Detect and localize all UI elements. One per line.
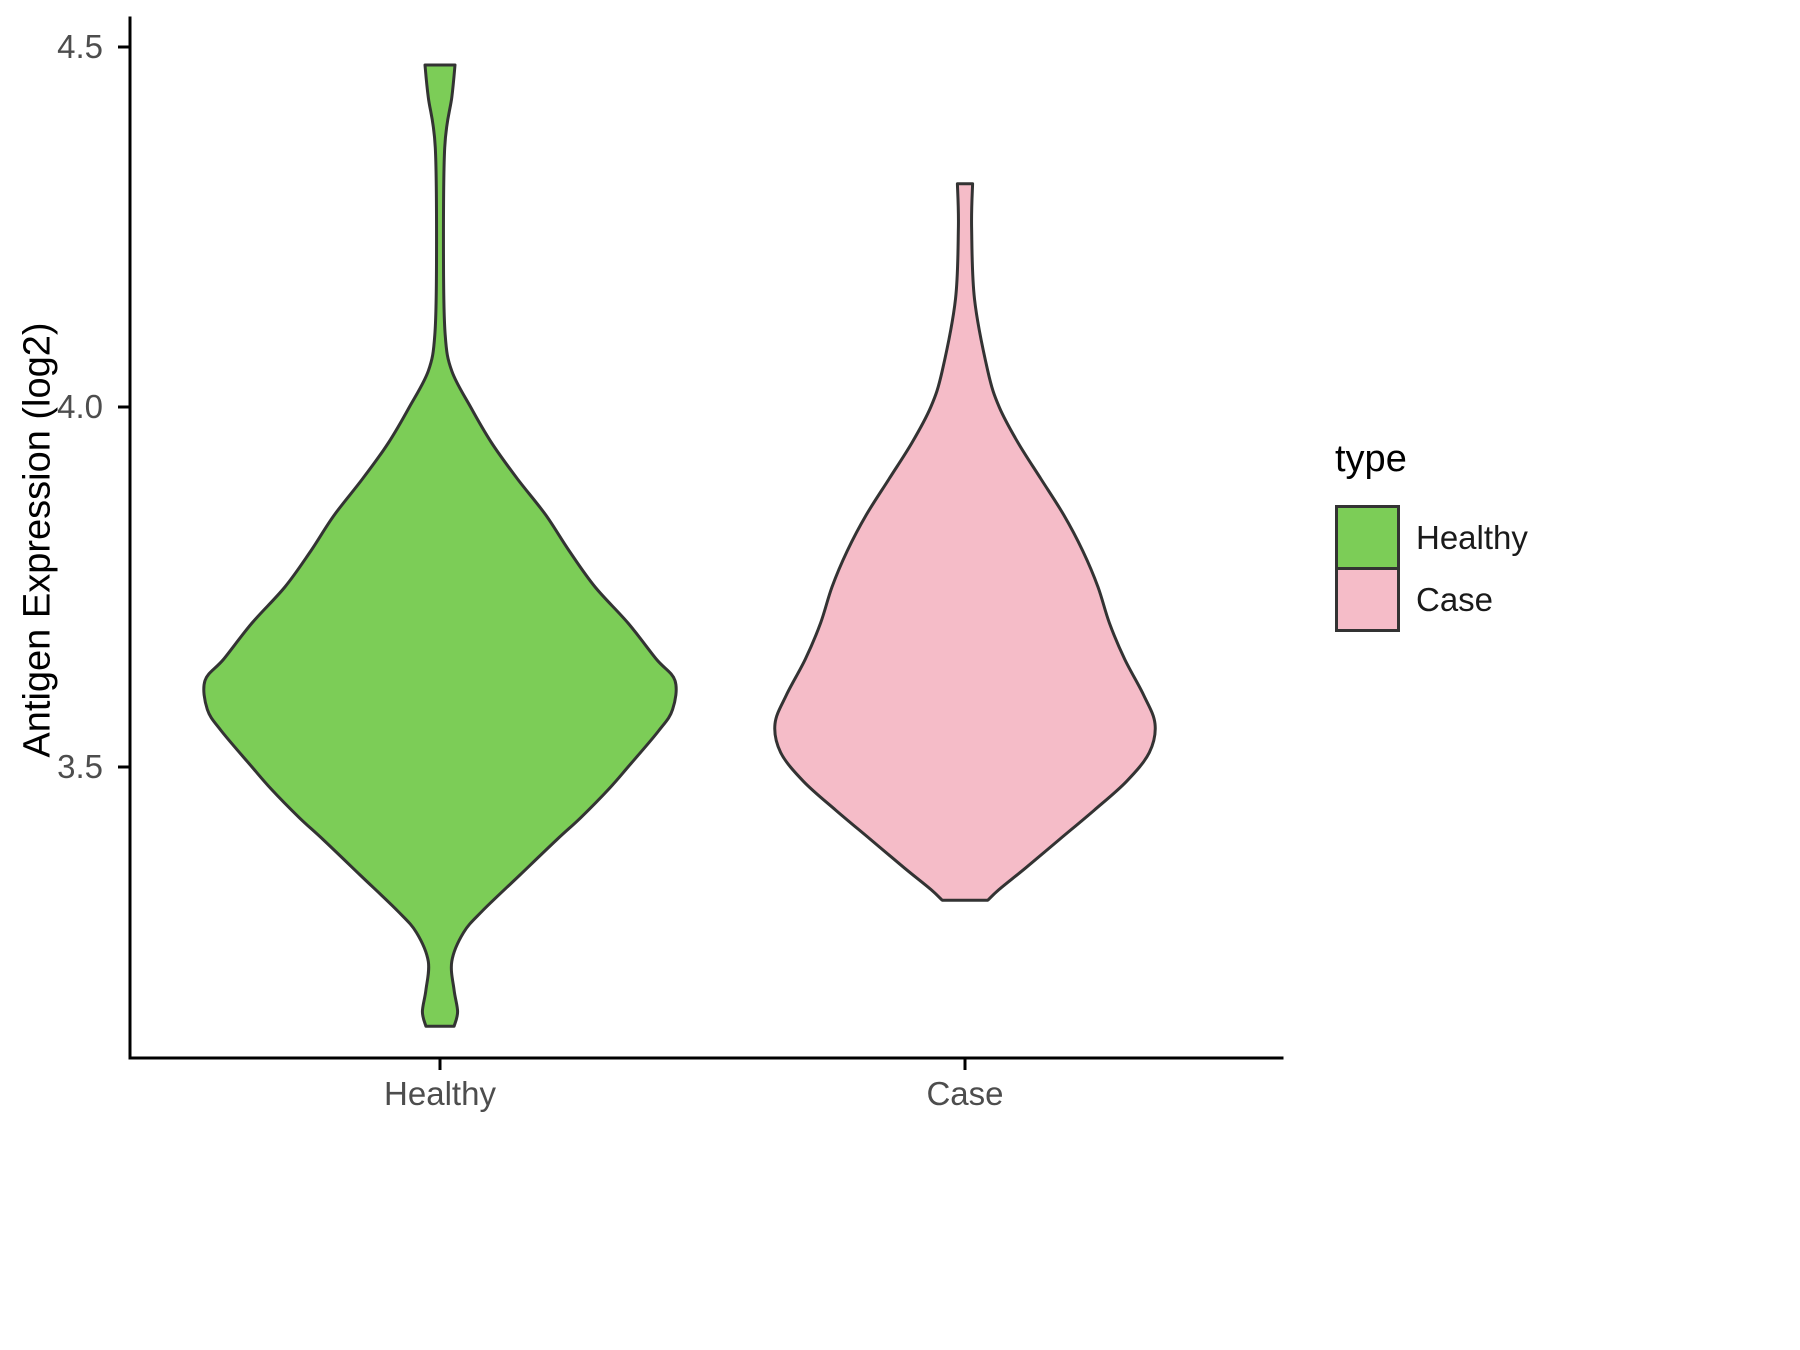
x-tick-label-case: Case <box>926 1075 1004 1112</box>
legend-swatch-case <box>1335 567 1400 632</box>
legend-label-healthy: Healthy <box>1416 518 1528 556</box>
legend: type Healthy Case <box>1335 438 1528 632</box>
y-tick-label: 4.5 <box>57 28 103 65</box>
x-tick-label-healthy: Healthy <box>384 1075 496 1112</box>
legend-swatch-healthy <box>1335 505 1400 570</box>
violin-case <box>773 182 1157 902</box>
y-tick-label: 4.0 <box>57 388 103 425</box>
y-tick-label: 3.5 <box>57 748 103 785</box>
violin-healthy <box>202 63 678 1028</box>
legend-label-case: Case <box>1416 580 1494 618</box>
legend-item-case: Case <box>1335 567 1528 632</box>
legend-title: type <box>1335 438 1407 480</box>
legend-item-healthy: Healthy <box>1335 505 1528 570</box>
